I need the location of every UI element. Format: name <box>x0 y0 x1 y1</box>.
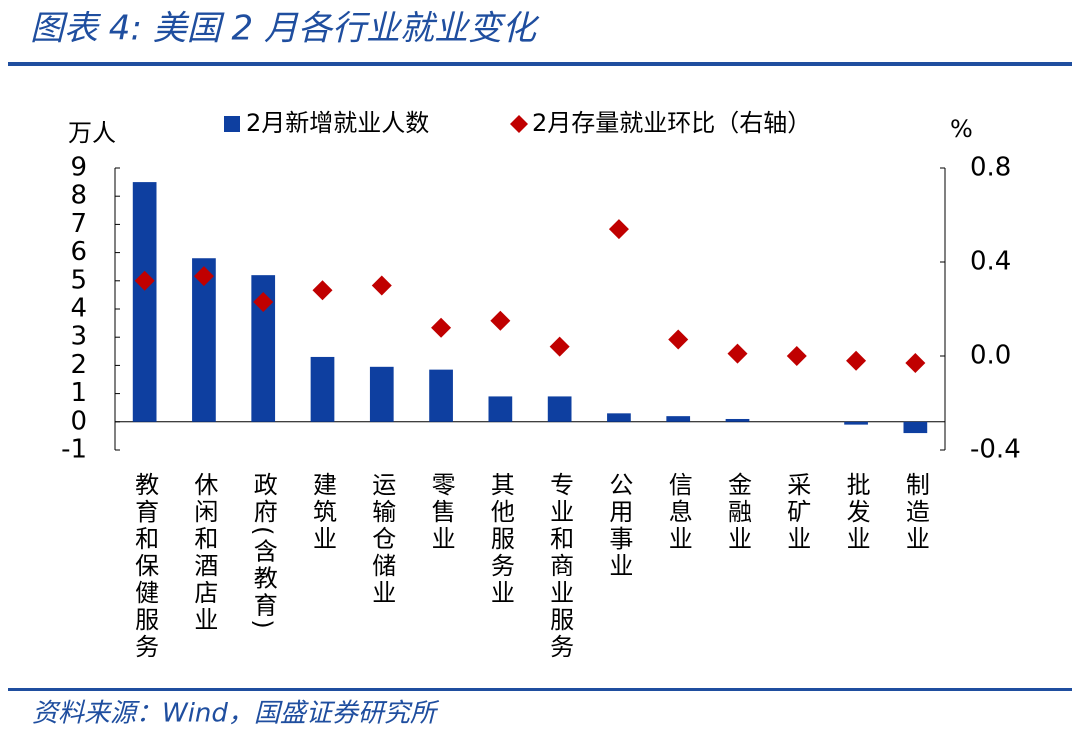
bar <box>725 418 750 422</box>
x-tick-label: 运输仓储业 <box>368 472 396 607</box>
x-tick-label: 专业和商业服务 <box>546 472 574 661</box>
y2-tick-label: 0.4 <box>970 247 1011 277</box>
y-tick-label: 7 <box>70 209 87 239</box>
y-tick-label: 6 <box>70 237 87 267</box>
x-tick-label: 教育和保健服务 <box>131 472 159 661</box>
bar <box>488 396 513 422</box>
title-rule <box>8 62 1072 66</box>
x-tick-label: 政府(含教育) <box>249 472 277 632</box>
y-tick-label: 1 <box>70 378 87 408</box>
chart-title: 图表 4: 美国 2 月各行业就业变化 <box>30 9 540 49</box>
y-tick-label: 5 <box>70 265 87 295</box>
x-tick-label: 批发业 <box>842 472 870 553</box>
y-tick-label: 0 <box>70 406 87 436</box>
y-axis-label: 万人 <box>68 119 116 147</box>
bar <box>251 275 276 422</box>
diamond-marker <box>608 219 629 240</box>
bar <box>132 182 157 422</box>
bar <box>429 369 453 422</box>
bar <box>903 421 928 434</box>
x-tick-label: 其他服务业 <box>486 472 514 607</box>
legend-label: 2月存量就业环比（右轴） <box>532 109 811 137</box>
bar <box>844 421 868 425</box>
bar <box>310 356 335 422</box>
x-tick-label: 采矿业 <box>783 472 811 553</box>
y-tick-label: 2 <box>70 350 87 380</box>
x-tick-label: 金融业 <box>724 472 752 553</box>
y2-tick-label: 0.8 <box>970 153 1011 183</box>
diamond-marker <box>905 353 926 374</box>
diamond-marker <box>786 346 807 366</box>
diamond-marker <box>193 266 214 287</box>
diamond-marker <box>490 310 511 331</box>
x-tick-label: 休闲和酒店业 <box>190 472 218 634</box>
bar <box>369 366 394 422</box>
diamond-marker <box>549 336 570 357</box>
diamond-marker <box>312 280 333 301</box>
bar <box>607 413 631 422</box>
y-tick-label: 3 <box>70 322 87 352</box>
x-tick-label: 信息业 <box>664 472 692 553</box>
x-tick-label: 制造业 <box>901 472 929 553</box>
x-tick-label: 公用事业 <box>605 472 633 580</box>
y-tick-label: 8 <box>70 181 87 211</box>
diamond-marker <box>727 343 748 364</box>
x-tick-label: 零售业 <box>427 472 455 553</box>
y-tick-label: 9 <box>70 153 87 183</box>
x-tick-label: 建筑业 <box>309 472 337 553</box>
diamond-marker <box>253 291 274 312</box>
diamond-marker <box>668 329 689 350</box>
y-tick-label: 4 <box>70 294 87 324</box>
y2-tick-label: 0.0 <box>970 341 1011 371</box>
diamond-marker <box>134 270 155 291</box>
y2-tick-label: -0.4 <box>970 435 1021 465</box>
diamond-marker <box>431 317 452 338</box>
legend-swatch <box>224 116 240 132</box>
source-note: 资料来源：Wind，国盛证券研究所 <box>32 699 440 729</box>
bar <box>666 416 691 422</box>
legend-swatch <box>510 115 528 133</box>
footer-rule <box>8 688 1072 691</box>
diamond-marker <box>371 275 392 296</box>
bar <box>192 258 216 422</box>
y-tick-label: -1 <box>61 435 87 465</box>
legend-label: 2月新增就业人数 <box>246 109 429 137</box>
diamond-marker <box>846 350 867 371</box>
y2-axis-label: % <box>950 115 973 143</box>
bar <box>547 396 572 422</box>
